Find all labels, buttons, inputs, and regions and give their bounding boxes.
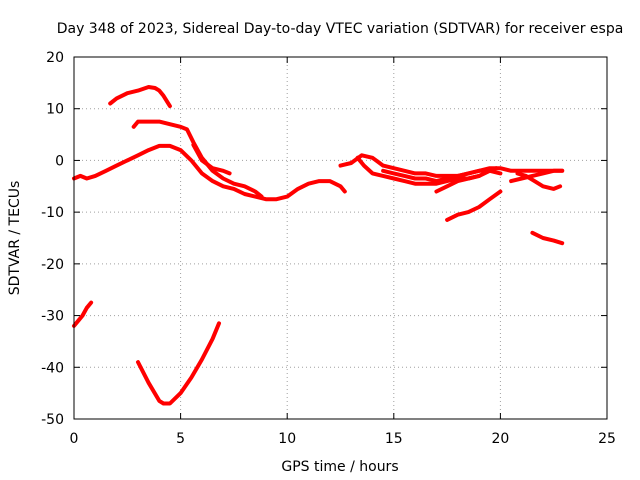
series-line-track-6 bbox=[355, 155, 482, 186]
x-tick-label: 15 bbox=[385, 431, 403, 447]
series-layer bbox=[72, 85, 565, 406]
tick-layer: 0 5 10 15 20 25 -50 -40 -30 -20 -10 0 10 20 bbox=[41, 50, 616, 447]
x-tick-label: 25 bbox=[598, 431, 616, 447]
x-tick-label: 20 bbox=[491, 431, 509, 447]
y-tick-label: -20 bbox=[41, 257, 64, 273]
series-line-track-9 bbox=[445, 189, 503, 222]
y-tick-label: -50 bbox=[41, 412, 64, 428]
x-axis-label: GPS time / hours bbox=[281, 459, 398, 475]
y-tick-label: 20 bbox=[46, 50, 64, 66]
x-tick-label: 0 bbox=[70, 431, 79, 447]
y-tick-label: -30 bbox=[41, 309, 64, 325]
x-tick-label: 5 bbox=[176, 431, 185, 447]
y-tick-label: -40 bbox=[41, 360, 64, 376]
series-line-track-14 bbox=[136, 321, 221, 406]
series-line-track-11 bbox=[515, 171, 563, 191]
y-axis-label: SDTVAR / TECUs bbox=[7, 181, 23, 296]
x-tick-label: 10 bbox=[278, 431, 296, 447]
series-line-track-7 bbox=[381, 168, 503, 184]
plot-frame bbox=[73, 56, 608, 420]
grid-layer bbox=[74, 57, 607, 419]
series-line-track-4 bbox=[191, 142, 232, 176]
series-line-track-12 bbox=[530, 230, 565, 246]
y-tick-label: 10 bbox=[46, 102, 64, 118]
series-line-track-1 bbox=[72, 143, 347, 202]
series-line-track-2 bbox=[108, 85, 172, 109]
series-line-track-3 bbox=[131, 119, 264, 199]
series-line-track-13 bbox=[72, 300, 94, 328]
y-tick-label: 0 bbox=[55, 153, 64, 169]
series-line-track-8 bbox=[434, 166, 499, 194]
chart-title: Day 348 of 2023, Sidereal Day-to-day VTE… bbox=[57, 21, 624, 37]
series-line-track-10 bbox=[509, 168, 565, 184]
y-tick-label: -10 bbox=[41, 205, 64, 221]
